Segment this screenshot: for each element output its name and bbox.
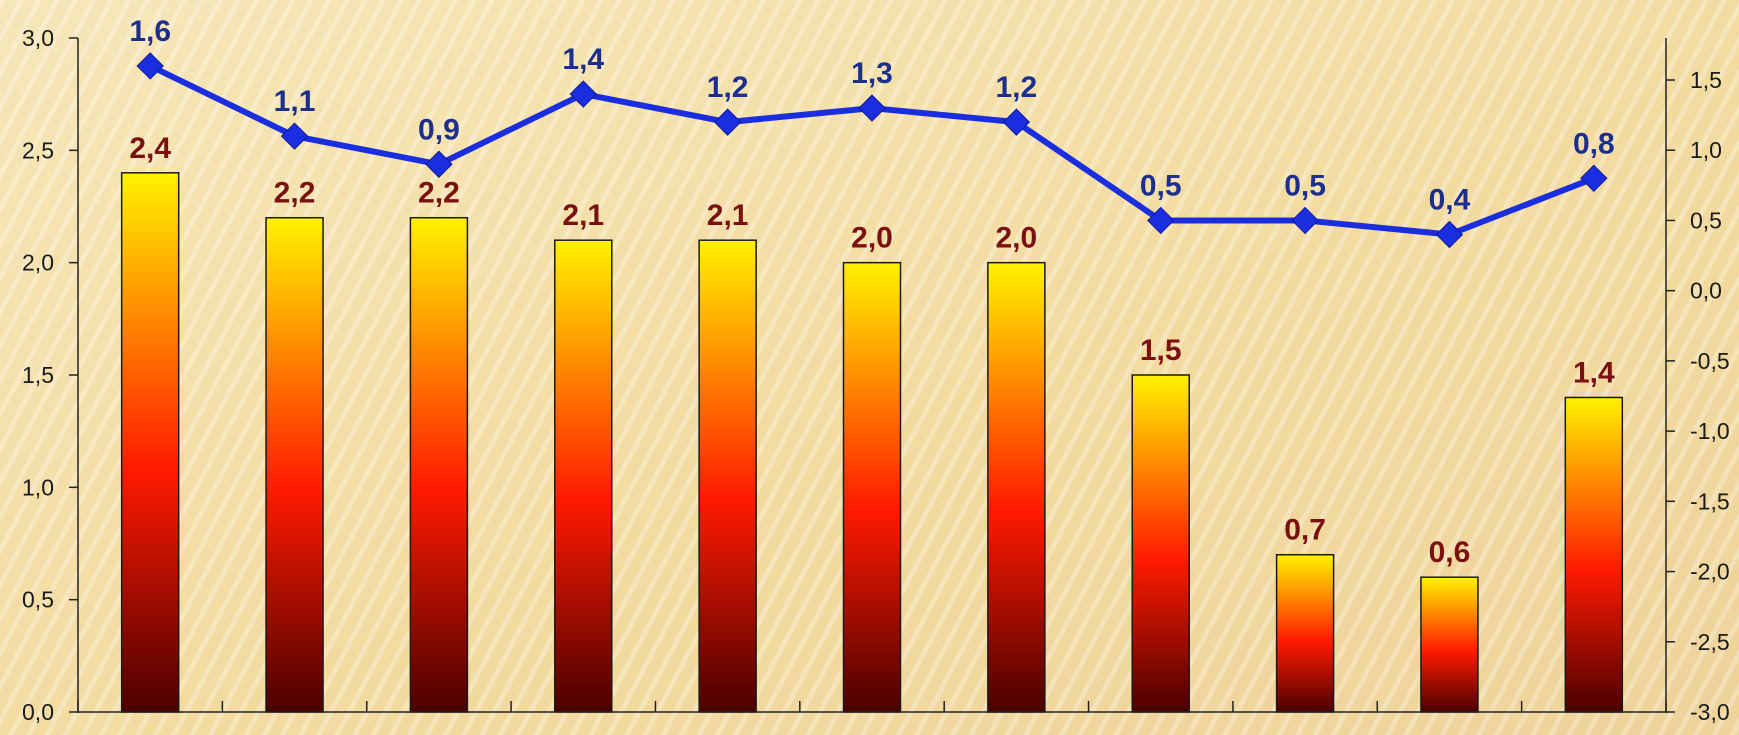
line-data-label: 1,1 [274, 85, 316, 118]
line-point [1291, 206, 1319, 235]
line-point [713, 108, 742, 136]
line-data-label: 0,5 [1284, 169, 1326, 202]
line-layer [136, 52, 1608, 249]
line-data-label: 1,4 [562, 43, 604, 76]
left-tick-label: 0,0 [22, 699, 54, 725]
line-data-label: 0,4 [1429, 183, 1471, 216]
bar-data-label: 0,6 [1429, 536, 1471, 569]
bar-data-label: 2,4 [129, 132, 171, 165]
bar-data-label: 2,2 [418, 177, 460, 210]
bar-data-label: 2,0 [851, 222, 893, 255]
right-tick-label: -1,0 [1690, 418, 1730, 444]
line-point [1580, 164, 1608, 193]
right-tick-label: -2,5 [1690, 629, 1730, 655]
line-point [569, 80, 597, 108]
bar [1564, 396, 1624, 713]
left-tick-label: 3,0 [22, 25, 54, 51]
bar [1420, 576, 1479, 713]
right-tick-label: 0,5 [1690, 207, 1722, 233]
line-data-label: 0,8 [1573, 127, 1615, 160]
right-tick-label: 1,5 [1690, 67, 1722, 93]
left-tick-label: 1,0 [22, 474, 54, 500]
line-data-label: 1,3 [851, 57, 893, 90]
bar-data-label: 2,0 [996, 222, 1038, 255]
right-tick-label: 1,0 [1690, 137, 1722, 163]
bar [842, 261, 902, 713]
bar-data-label: 1,5 [1140, 334, 1182, 367]
right-tick-label: -0,5 [1690, 348, 1730, 374]
line-point [1435, 220, 1464, 249]
line-data-label: 1,2 [996, 71, 1038, 104]
right-tick-label: -1,5 [1690, 488, 1730, 514]
bar-data-label: 2,1 [562, 199, 604, 232]
line-point [280, 122, 309, 150]
bar-data-label: 2,1 [707, 199, 749, 232]
bar [698, 239, 757, 713]
bar [120, 172, 180, 713]
right-tick-label: -3,0 [1690, 699, 1730, 725]
bar [987, 261, 1046, 713]
left-tick-label: 0,5 [22, 587, 54, 613]
line-data-label: 1,2 [707, 71, 749, 104]
left-tick-label: 1,5 [22, 362, 54, 388]
line-point [136, 52, 164, 80]
line-data-label: 1,6 [129, 15, 171, 48]
bar [554, 239, 613, 713]
bar-data-label: 0,7 [1284, 514, 1326, 547]
line-point [858, 94, 886, 122]
bars-layer [120, 172, 1624, 713]
line-data-label: 0,5 [1140, 169, 1182, 202]
right-tick-label: 0,0 [1690, 278, 1722, 304]
bar-data-label: 1,4 [1573, 356, 1615, 389]
bar [1275, 553, 1335, 713]
line-point [1002, 108, 1031, 136]
left-tick-label: 2,0 [22, 250, 54, 276]
line-data-label: 0,9 [418, 113, 460, 146]
labels-layer: 2,4 2,2 2,2 2,1 2,1 2,0 2,0 1,5 0,7 0,6 1,4 1,6 1,1 0… [129, 15, 1615, 569]
line-point [1147, 206, 1175, 235]
bar [409, 216, 469, 713]
bar [1131, 374, 1190, 713]
right-tick-label: -2,0 [1690, 559, 1730, 585]
bar [265, 216, 324, 713]
left-tick-label: 2,5 [22, 137, 54, 163]
line-point [425, 150, 453, 178]
bar-data-label: 2,2 [274, 177, 316, 210]
axes-layer: 0,0 0,5 1,0 1,5 2,0 2,5 3,0 -3,0 -2,5 -2,0 -1,5 -1,… [22, 25, 1730, 725]
